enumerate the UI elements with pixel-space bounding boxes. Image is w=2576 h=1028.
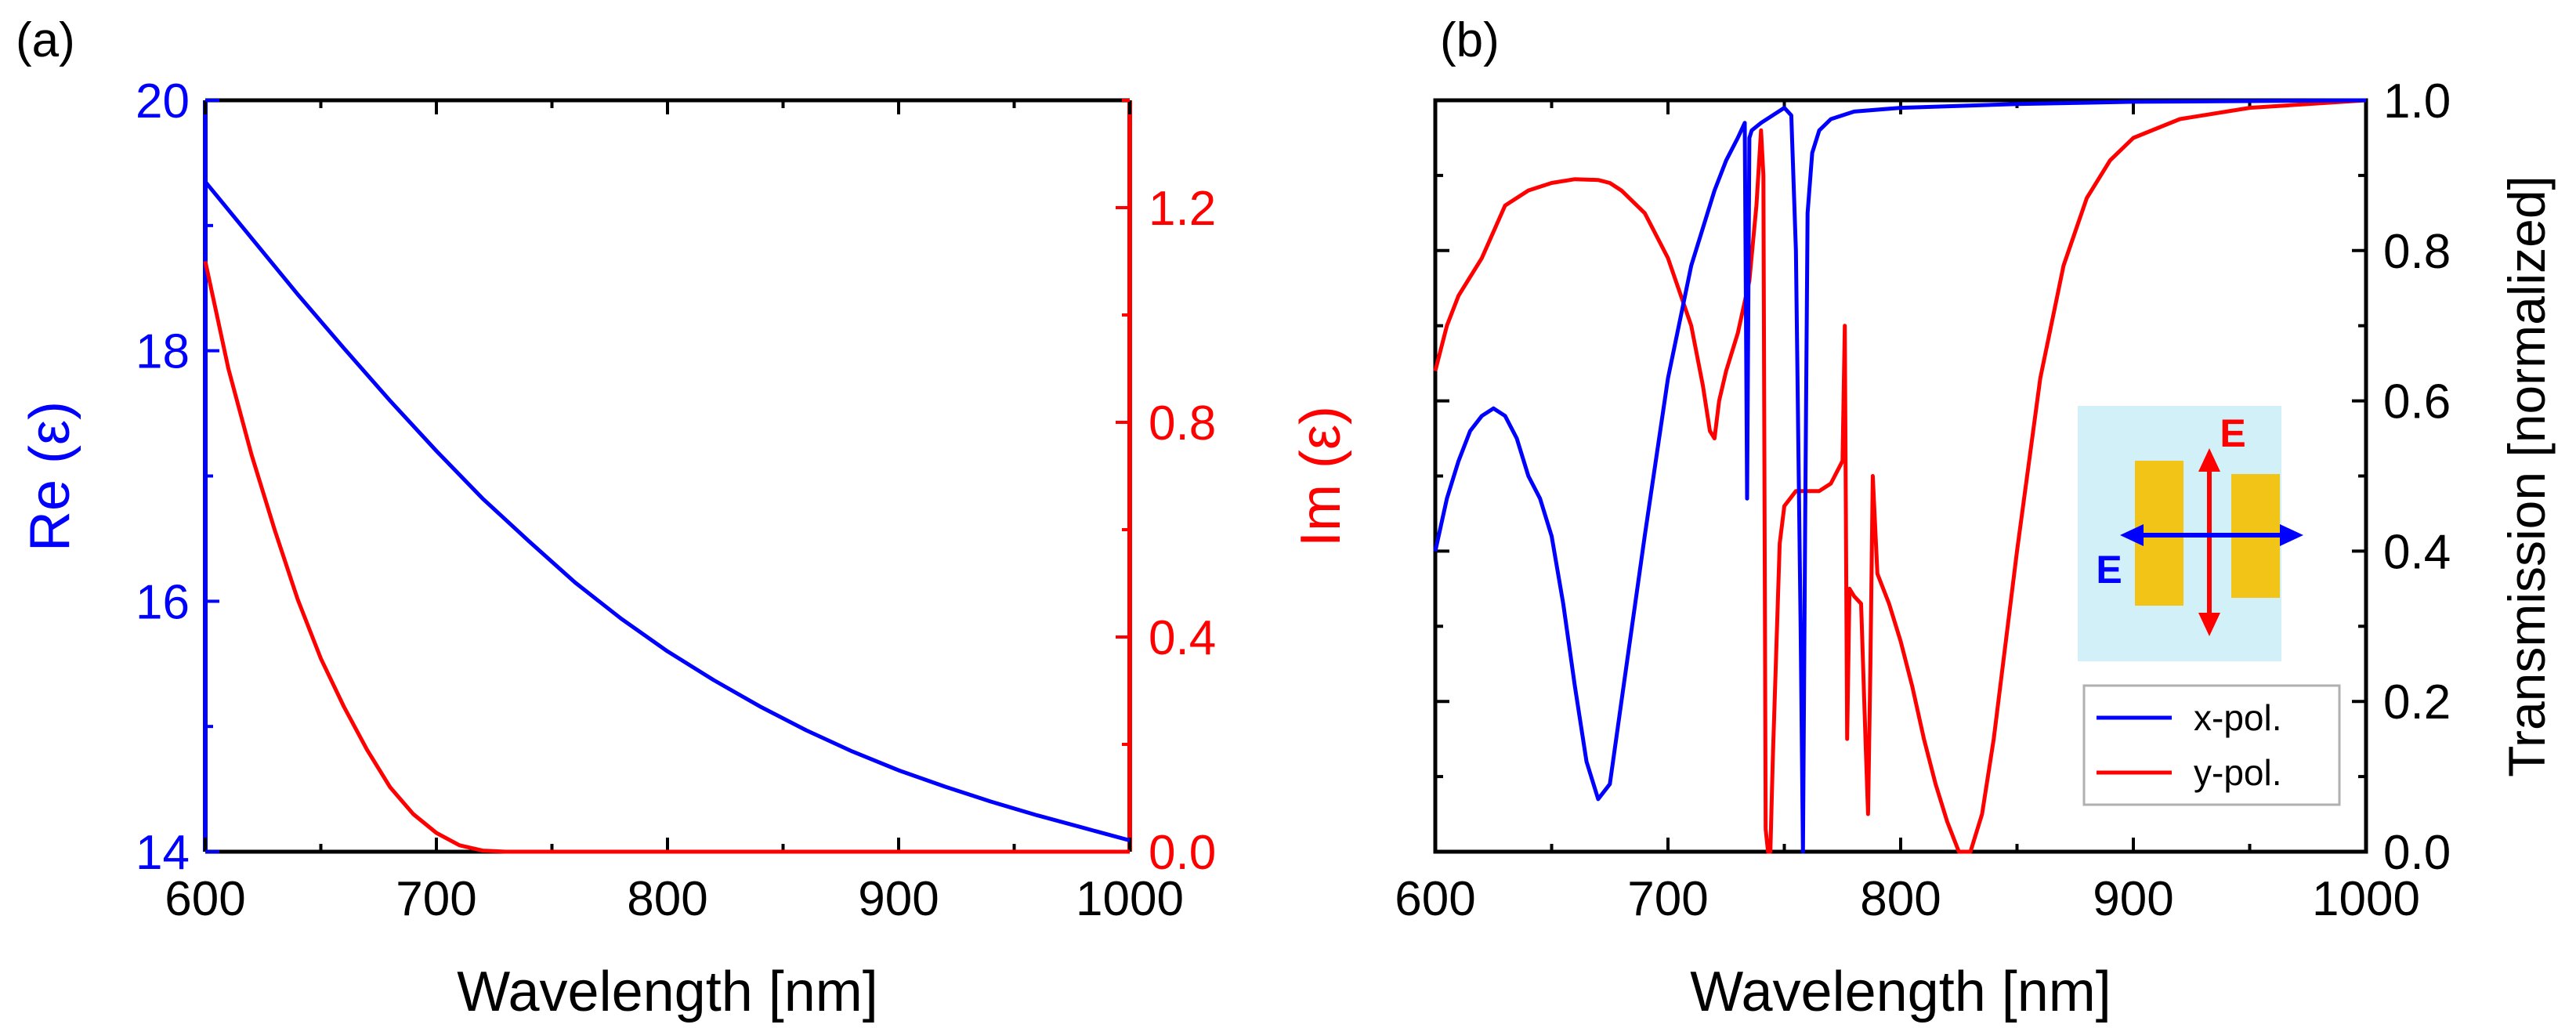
chart-b-xtick-label: 600 xyxy=(1395,872,1475,926)
chart-b-xtick-label: 1000 xyxy=(2312,872,2420,926)
inset-arrowhead-left xyxy=(2120,524,2144,546)
chart-a-xtick-label: 800 xyxy=(627,872,707,926)
chart-a-ytick-label-right: 0.4 xyxy=(1149,611,1216,665)
chart-a-ytick-label-left: 18 xyxy=(136,325,190,379)
inset-arrowhead-up xyxy=(2198,448,2220,472)
chart-b-xtick-label: 800 xyxy=(1860,872,1941,926)
chart-a-xlabel: Wavelength [nm] xyxy=(457,961,878,1023)
chart-b-ytick-label: 1.0 xyxy=(2383,74,2451,128)
chart-a-ytick-label-right: 0.8 xyxy=(1149,396,1216,451)
chart-a-xtick-label: 1000 xyxy=(1076,872,1184,926)
chart-a-ytick-label-right: 1.2 xyxy=(1149,182,1216,236)
chart-a-xtick-label: 700 xyxy=(396,872,476,926)
chart-b-ytick-label: 0.0 xyxy=(2383,826,2451,880)
chart-b-ytick-label: 0.2 xyxy=(2383,675,2451,729)
chart-b-ytick-label: 0.6 xyxy=(2383,375,2451,429)
panel-label-b: (b) xyxy=(1440,13,1500,67)
chart-a-ylabel-left: Re (ε) xyxy=(19,401,81,552)
inset-label-e-horizontal: E xyxy=(2096,548,2122,592)
chart-a-ytick-label-left: 14 xyxy=(136,826,190,880)
chart-a-series-re xyxy=(204,180,1131,843)
chart-a: 600 700 800 900 1000 14 16 18 20 0.0 0.4 0.8 1.2 Wav… xyxy=(19,74,1352,1023)
chart-b-ylabel: Transmission [normalized] xyxy=(2498,176,2556,777)
chart-b-ytick-label: 0.4 xyxy=(2383,525,2451,579)
chart-b-series-x-pol xyxy=(1433,98,2367,854)
chart-b-xtick-label: 900 xyxy=(2093,872,2173,926)
legend: x-pol. y-pol. xyxy=(2082,684,2341,806)
chart-a-ylabel-right: Im (ε) xyxy=(1290,406,1352,547)
chart-a-ytick-label-right: 0.0 xyxy=(1149,826,1216,880)
chart-b-xtick-label: 700 xyxy=(1627,872,1708,926)
chart-a-xtick-label: 900 xyxy=(858,872,939,926)
chart-b-ytick-label: 0.8 xyxy=(2383,225,2451,279)
legend-label-y-pol: y-pol. xyxy=(2194,752,2281,793)
chart-b-xlabel: Wavelength [nm] xyxy=(1690,961,2111,1023)
chart-a-xtick-label: 600 xyxy=(165,872,245,926)
chart-b-series-y-pol xyxy=(1433,98,2367,854)
chart-a-ytick-label-left: 20 xyxy=(136,74,190,128)
legend-box xyxy=(2082,684,2341,806)
inset-arrowhead-right xyxy=(2280,524,2303,546)
legend-label-x-pol: x-pol. xyxy=(2194,697,2281,738)
chart-a-series-im xyxy=(203,260,1130,854)
inset-label-e-vertical: E xyxy=(2220,411,2245,455)
inset-schematic: E E xyxy=(2078,406,2303,661)
inset-arrowhead-down xyxy=(2198,613,2220,636)
chart-a-ytick-label-left: 16 xyxy=(136,575,190,629)
panel-label-a: (a) xyxy=(16,13,75,67)
